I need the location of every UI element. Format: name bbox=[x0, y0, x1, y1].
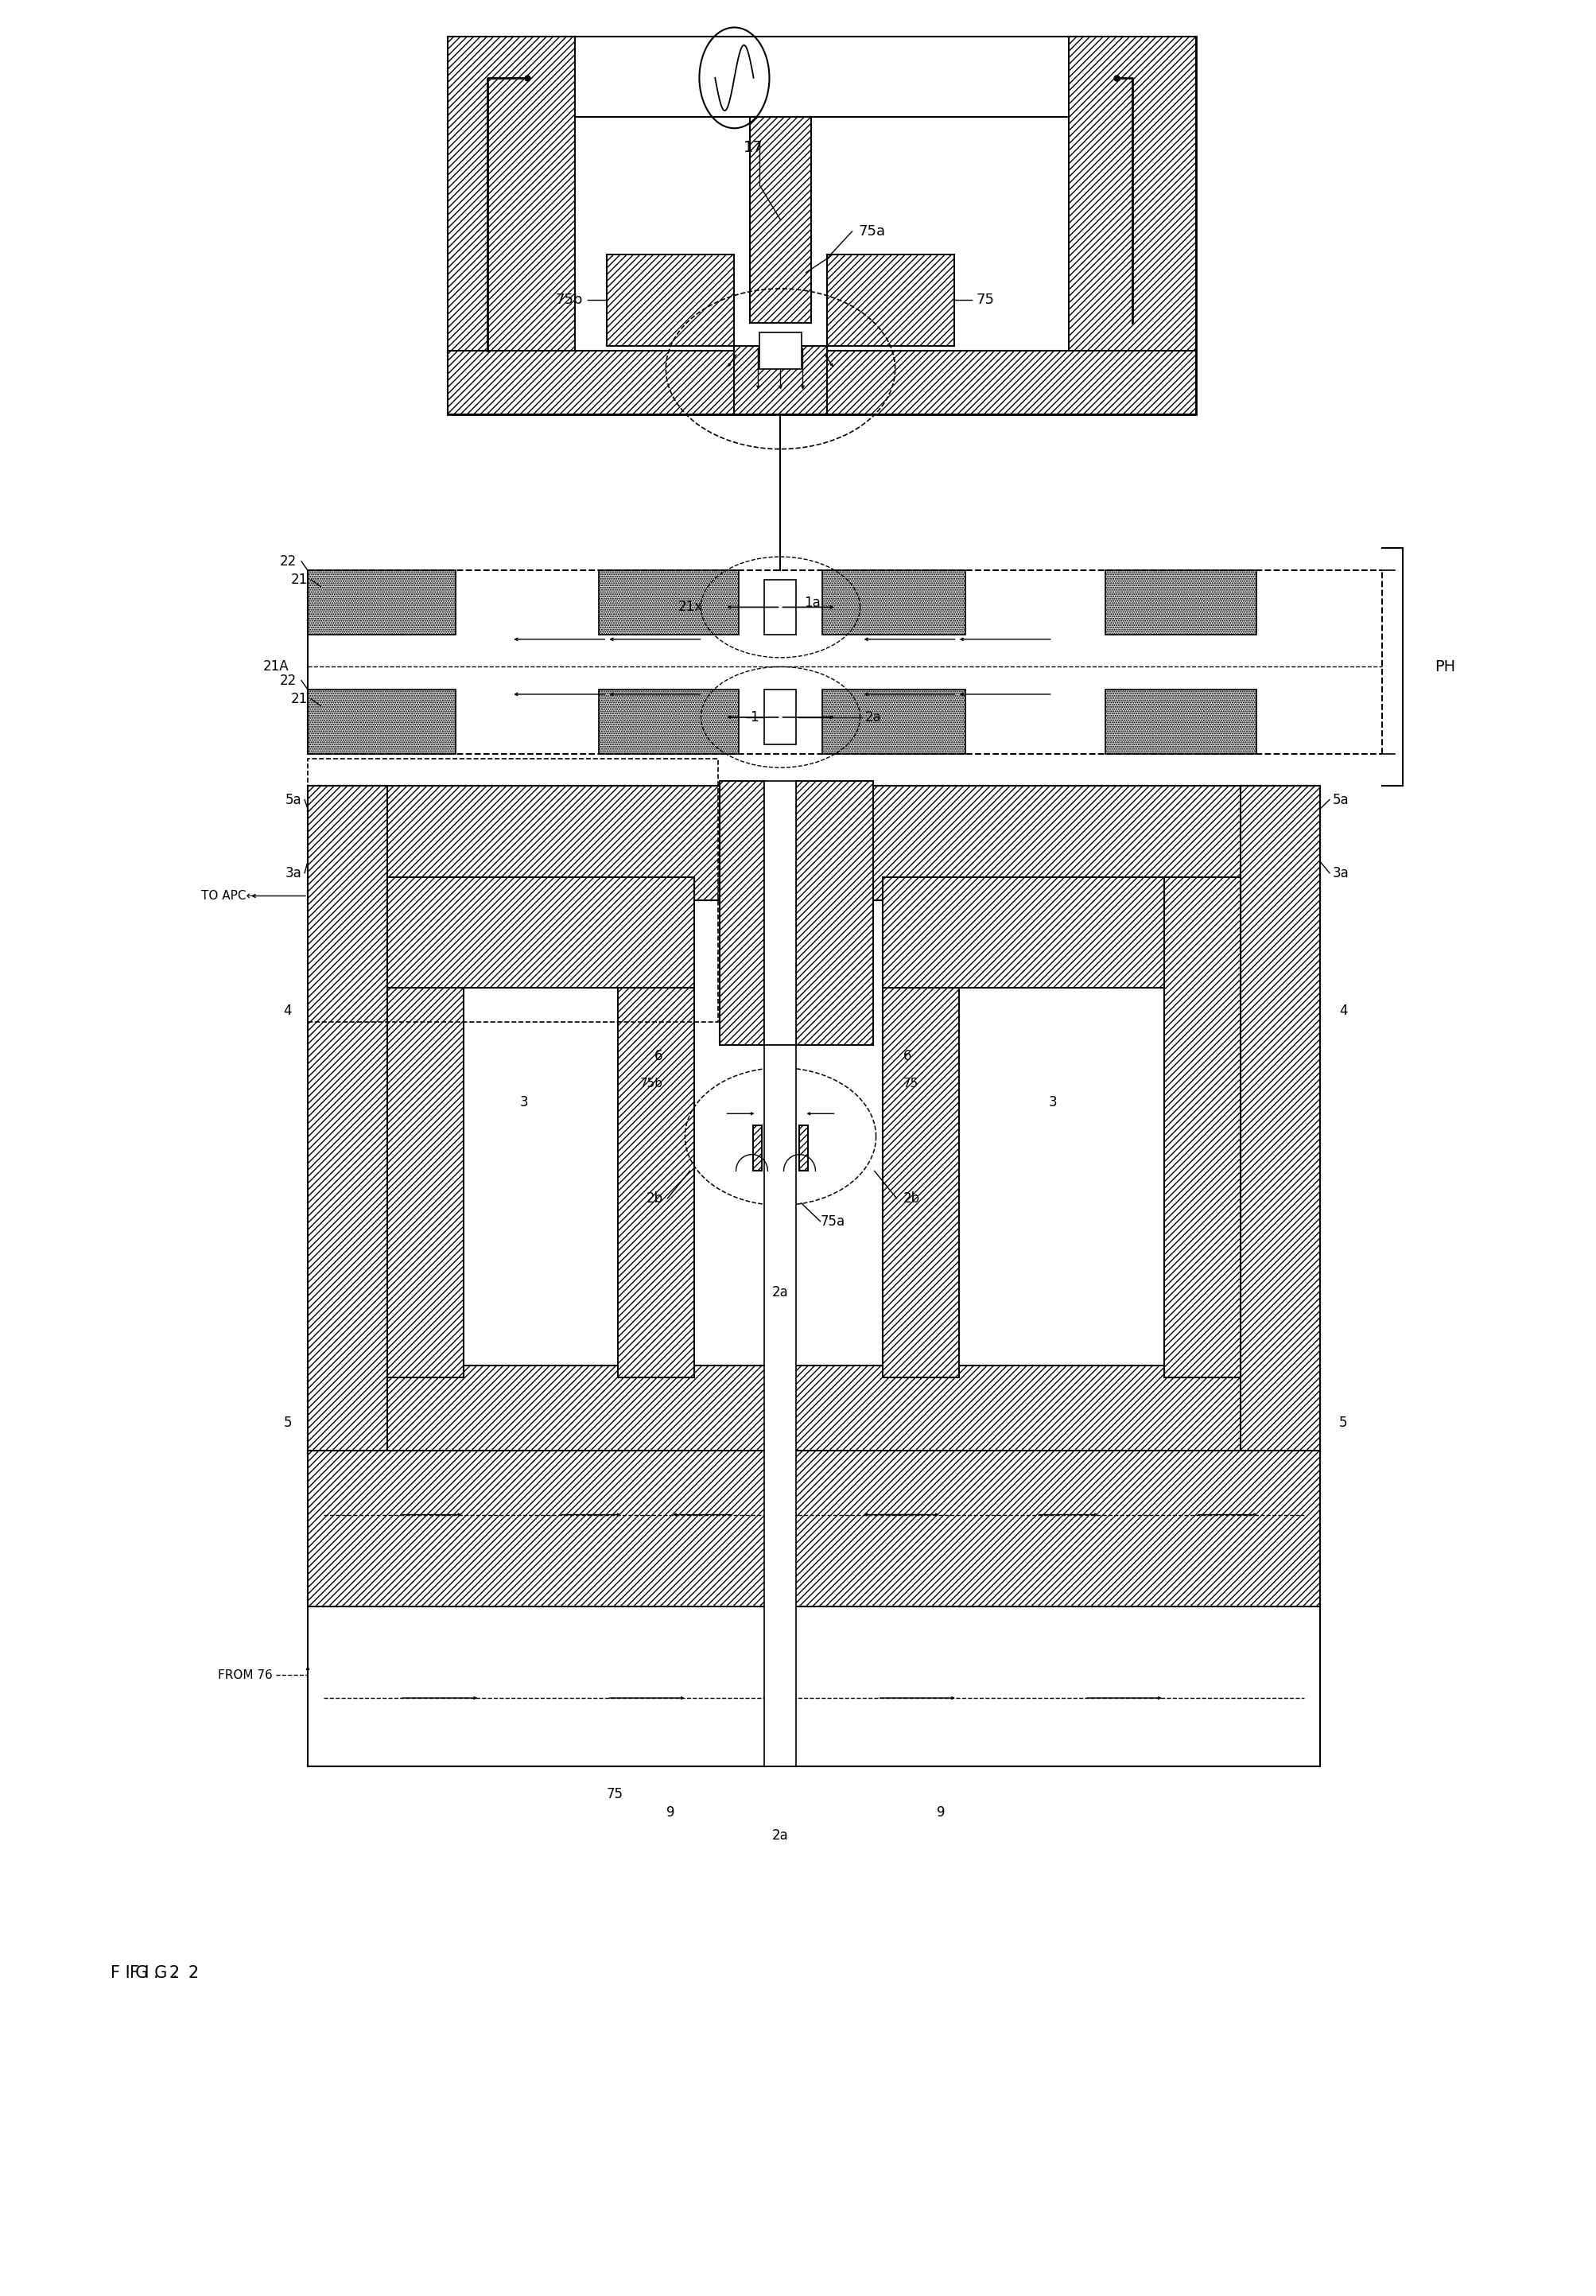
Bar bbox=[308, 785, 1320, 900]
Text: 21A: 21A bbox=[263, 659, 289, 675]
Bar bbox=[598, 689, 739, 753]
Text: 9: 9 bbox=[937, 1805, 945, 1821]
Text: 75b: 75b bbox=[640, 1077, 662, 1091]
Bar bbox=[308, 758, 718, 1022]
Text: 17: 17 bbox=[744, 140, 763, 154]
Text: 75: 75 bbox=[606, 1786, 622, 1802]
Bar bbox=[798, 1125, 808, 1171]
Text: 2b: 2b bbox=[646, 1192, 662, 1205]
Bar bbox=[618, 987, 694, 1378]
Text: 9: 9 bbox=[667, 1805, 675, 1821]
Bar bbox=[883, 877, 1240, 987]
Bar bbox=[764, 579, 796, 634]
Text: 2b: 2b bbox=[903, 1192, 919, 1205]
Bar bbox=[827, 255, 954, 347]
Text: PH: PH bbox=[1435, 659, 1456, 675]
Bar bbox=[796, 781, 873, 1045]
Text: 1: 1 bbox=[750, 709, 758, 723]
Text: 3a: 3a bbox=[286, 866, 302, 879]
Text: 2a: 2a bbox=[865, 709, 881, 723]
Text: F I G .  2: F I G . 2 bbox=[129, 1965, 200, 1981]
Bar bbox=[308, 1366, 1320, 1458]
Bar bbox=[1240, 785, 1320, 1458]
Bar bbox=[883, 987, 959, 1378]
Text: 2a: 2a bbox=[772, 1286, 788, 1300]
Text: 5: 5 bbox=[1339, 1417, 1347, 1430]
Bar bbox=[448, 351, 1195, 416]
Text: 4: 4 bbox=[284, 1003, 292, 1017]
Bar bbox=[527, 37, 1116, 117]
Bar bbox=[760, 333, 801, 370]
Bar bbox=[734, 347, 827, 416]
Text: 3: 3 bbox=[520, 1095, 528, 1109]
Bar bbox=[1069, 37, 1195, 416]
Text: F I G .  2: F I G . 2 bbox=[110, 1965, 180, 1981]
Text: 75: 75 bbox=[977, 294, 994, 308]
Bar bbox=[822, 569, 966, 634]
Text: 22: 22 bbox=[279, 553, 297, 569]
Bar bbox=[1104, 689, 1256, 753]
Text: 75b: 75b bbox=[555, 294, 583, 308]
Bar bbox=[606, 255, 734, 347]
Bar bbox=[448, 37, 575, 416]
Text: 75a: 75a bbox=[859, 225, 886, 239]
Bar bbox=[959, 987, 1163, 1378]
Text: 1a: 1a bbox=[804, 595, 820, 611]
Bar bbox=[1104, 569, 1256, 634]
Text: 75: 75 bbox=[903, 1077, 918, 1091]
Text: 2a: 2a bbox=[772, 1828, 788, 1844]
Text: FROM 76: FROM 76 bbox=[219, 1669, 273, 1681]
Bar bbox=[388, 877, 464, 1378]
Bar bbox=[764, 1045, 796, 1766]
Text: 21: 21 bbox=[290, 572, 308, 588]
Text: 6: 6 bbox=[654, 1049, 662, 1063]
Text: 3a: 3a bbox=[1333, 866, 1349, 879]
Text: 3: 3 bbox=[1049, 1095, 1057, 1109]
Bar bbox=[388, 877, 694, 987]
Text: 21: 21 bbox=[290, 691, 308, 705]
Text: 5a: 5a bbox=[1333, 792, 1349, 806]
Bar bbox=[448, 37, 1195, 416]
Bar bbox=[308, 1451, 1320, 1607]
Text: 21x: 21x bbox=[678, 599, 702, 615]
Bar bbox=[1163, 877, 1240, 1378]
Bar bbox=[308, 1596, 1320, 1766]
Text: 5: 5 bbox=[284, 1417, 292, 1430]
Text: 5a: 5a bbox=[286, 792, 302, 806]
Bar bbox=[308, 569, 456, 634]
Bar bbox=[308, 785, 388, 1458]
Bar bbox=[388, 900, 1240, 1366]
Text: 4: 4 bbox=[1339, 1003, 1347, 1017]
Bar bbox=[750, 117, 811, 324]
Text: 22: 22 bbox=[279, 673, 297, 689]
Text: 75a: 75a bbox=[820, 1215, 844, 1228]
Bar bbox=[720, 781, 764, 1045]
Bar bbox=[598, 569, 739, 634]
Bar bbox=[822, 689, 966, 753]
Text: 6: 6 bbox=[903, 1049, 911, 1063]
Bar bbox=[308, 689, 456, 753]
Bar bbox=[764, 689, 796, 744]
Text: TO APC←: TO APC← bbox=[201, 891, 257, 902]
Bar bbox=[753, 1125, 763, 1171]
Bar bbox=[764, 781, 796, 1045]
Bar bbox=[464, 987, 618, 1378]
